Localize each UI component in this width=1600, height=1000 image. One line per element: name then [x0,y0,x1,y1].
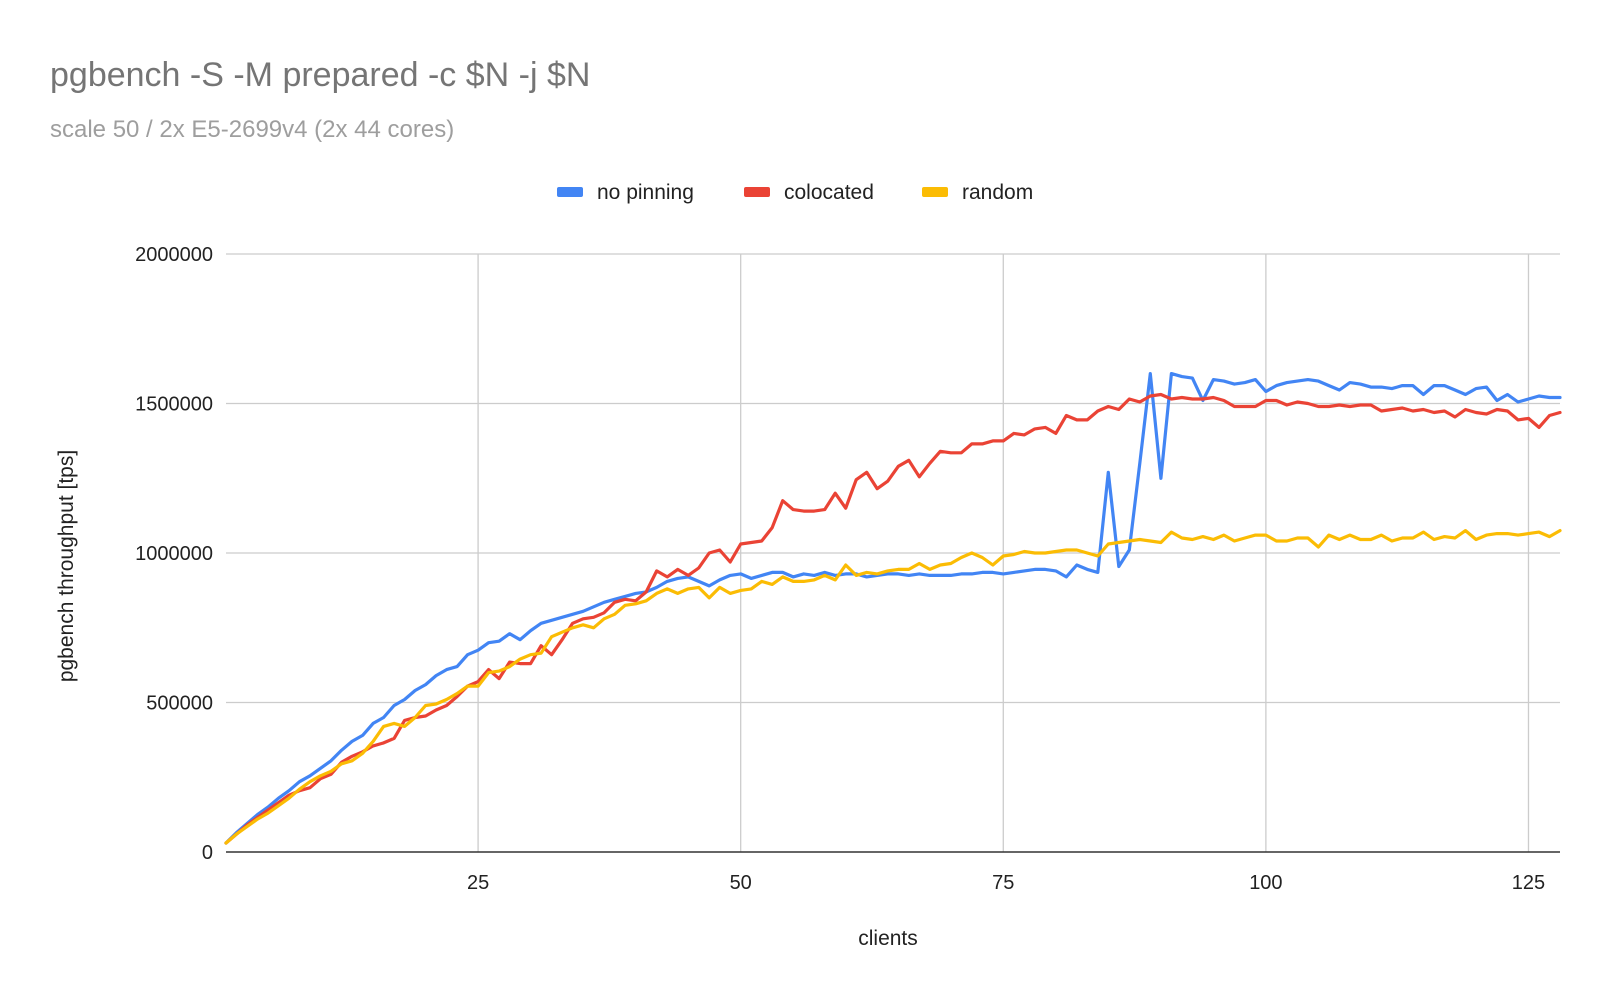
x-tick-label: 75 [992,872,1014,894]
legend-label-colocated: colocated [784,181,874,204]
x-tick-label: 125 [1512,872,1545,894]
series-line-no-pinning [224,372,1562,845]
y-tick-label: 0 [202,842,213,864]
y-axis-label: pgbench throughput [tps] [55,450,78,682]
y-tick-label: 500000 [146,693,213,715]
legend-item-colocated: colocated [744,181,874,204]
y-tick-label: 2000000 [135,244,213,266]
y-tick-label: 1500000 [135,394,213,416]
legend-label-random: random [962,181,1033,204]
legend-swatch-random [922,187,948,197]
chart-subtitle: scale 50 / 2x E5-2699v4 (2x 44 cores) [50,116,454,143]
legend-swatch-no-pinning [557,187,583,197]
legend-swatch-colocated [744,187,770,197]
chart-title: pgbench -S -M prepared -c $N -j $N [50,56,590,94]
gridlines [226,253,1560,853]
x-axis-ticks: 25 50 75 100 125 [467,872,1545,894]
series-line-random [224,528,1562,845]
legend: no pinning colocated random [557,181,1033,204]
x-tick-label: 100 [1249,872,1282,894]
legend-label-no-pinning: no pinning [597,181,694,204]
x-axis-label: clients [858,927,918,950]
x-tick-label: 25 [467,872,489,894]
y-axis-ticks: 0 500000 1000000 1500000 2000000 [135,244,213,864]
series-line-colocated [224,392,1562,845]
y-tick-label: 1000000 [135,543,213,565]
series-lines [224,372,1562,845]
legend-item-no-pinning: no pinning [557,181,694,204]
x-tick-label: 50 [730,872,752,894]
legend-item-random: random [922,181,1033,204]
